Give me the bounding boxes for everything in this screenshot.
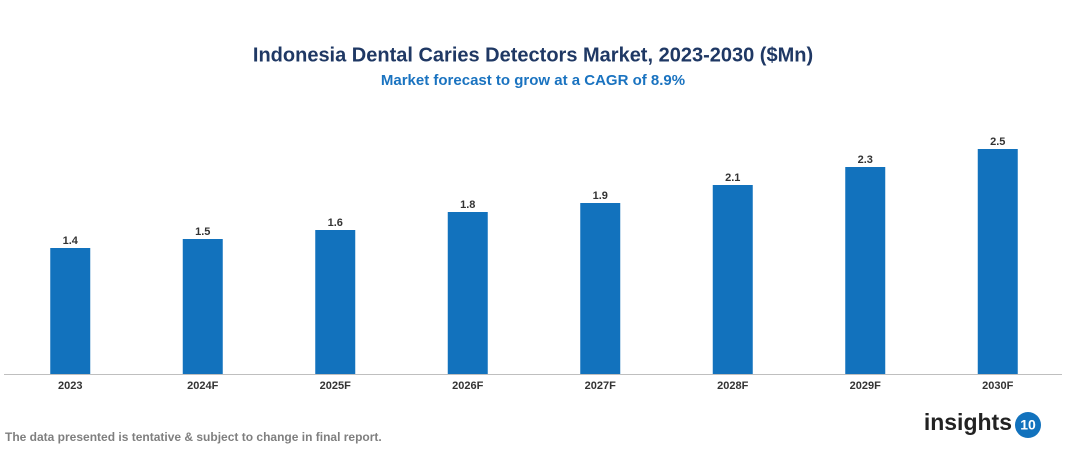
bar (182, 239, 223, 374)
chart-subtitle: Market forecast to grow at a CAGR of 8.9… (381, 72, 685, 89)
chart-title: Indonesia Dental Caries Detectors Market… (253, 44, 813, 66)
value-label: 1.8 (460, 199, 475, 211)
bar (977, 149, 1018, 374)
value-label: 1.6 (328, 217, 343, 229)
bar (580, 203, 621, 374)
value-label: 1.4 (63, 235, 79, 247)
logo-text: insights (924, 409, 1012, 435)
bar (50, 248, 91, 374)
bar (845, 167, 886, 374)
x-tick-label: 2029F (850, 380, 881, 392)
x-tick-label: 2026F (452, 380, 483, 392)
value-label: 2.5 (990, 136, 1005, 148)
x-tick-label: 2024F (187, 380, 218, 392)
x-tick-label: 2023 (58, 380, 82, 392)
logo-badge (1015, 412, 1041, 438)
x-tick-label: 2030F (982, 380, 1013, 392)
bar (712, 185, 753, 374)
x-tick-label: 2027F (585, 380, 616, 392)
x-tick-label: 2028F (717, 380, 748, 392)
value-label: 1.9 (593, 190, 608, 202)
value-label: 1.5 (195, 226, 210, 238)
bar (447, 212, 488, 374)
value-label: 2.1 (725, 172, 740, 184)
bar (315, 230, 356, 374)
x-tick-label: 2025F (320, 380, 351, 392)
footnote: The data presented is tentative & subjec… (5, 430, 382, 444)
logo-badge-text: 10 (1020, 417, 1036, 433)
value-label: 2.3 (858, 154, 873, 166)
